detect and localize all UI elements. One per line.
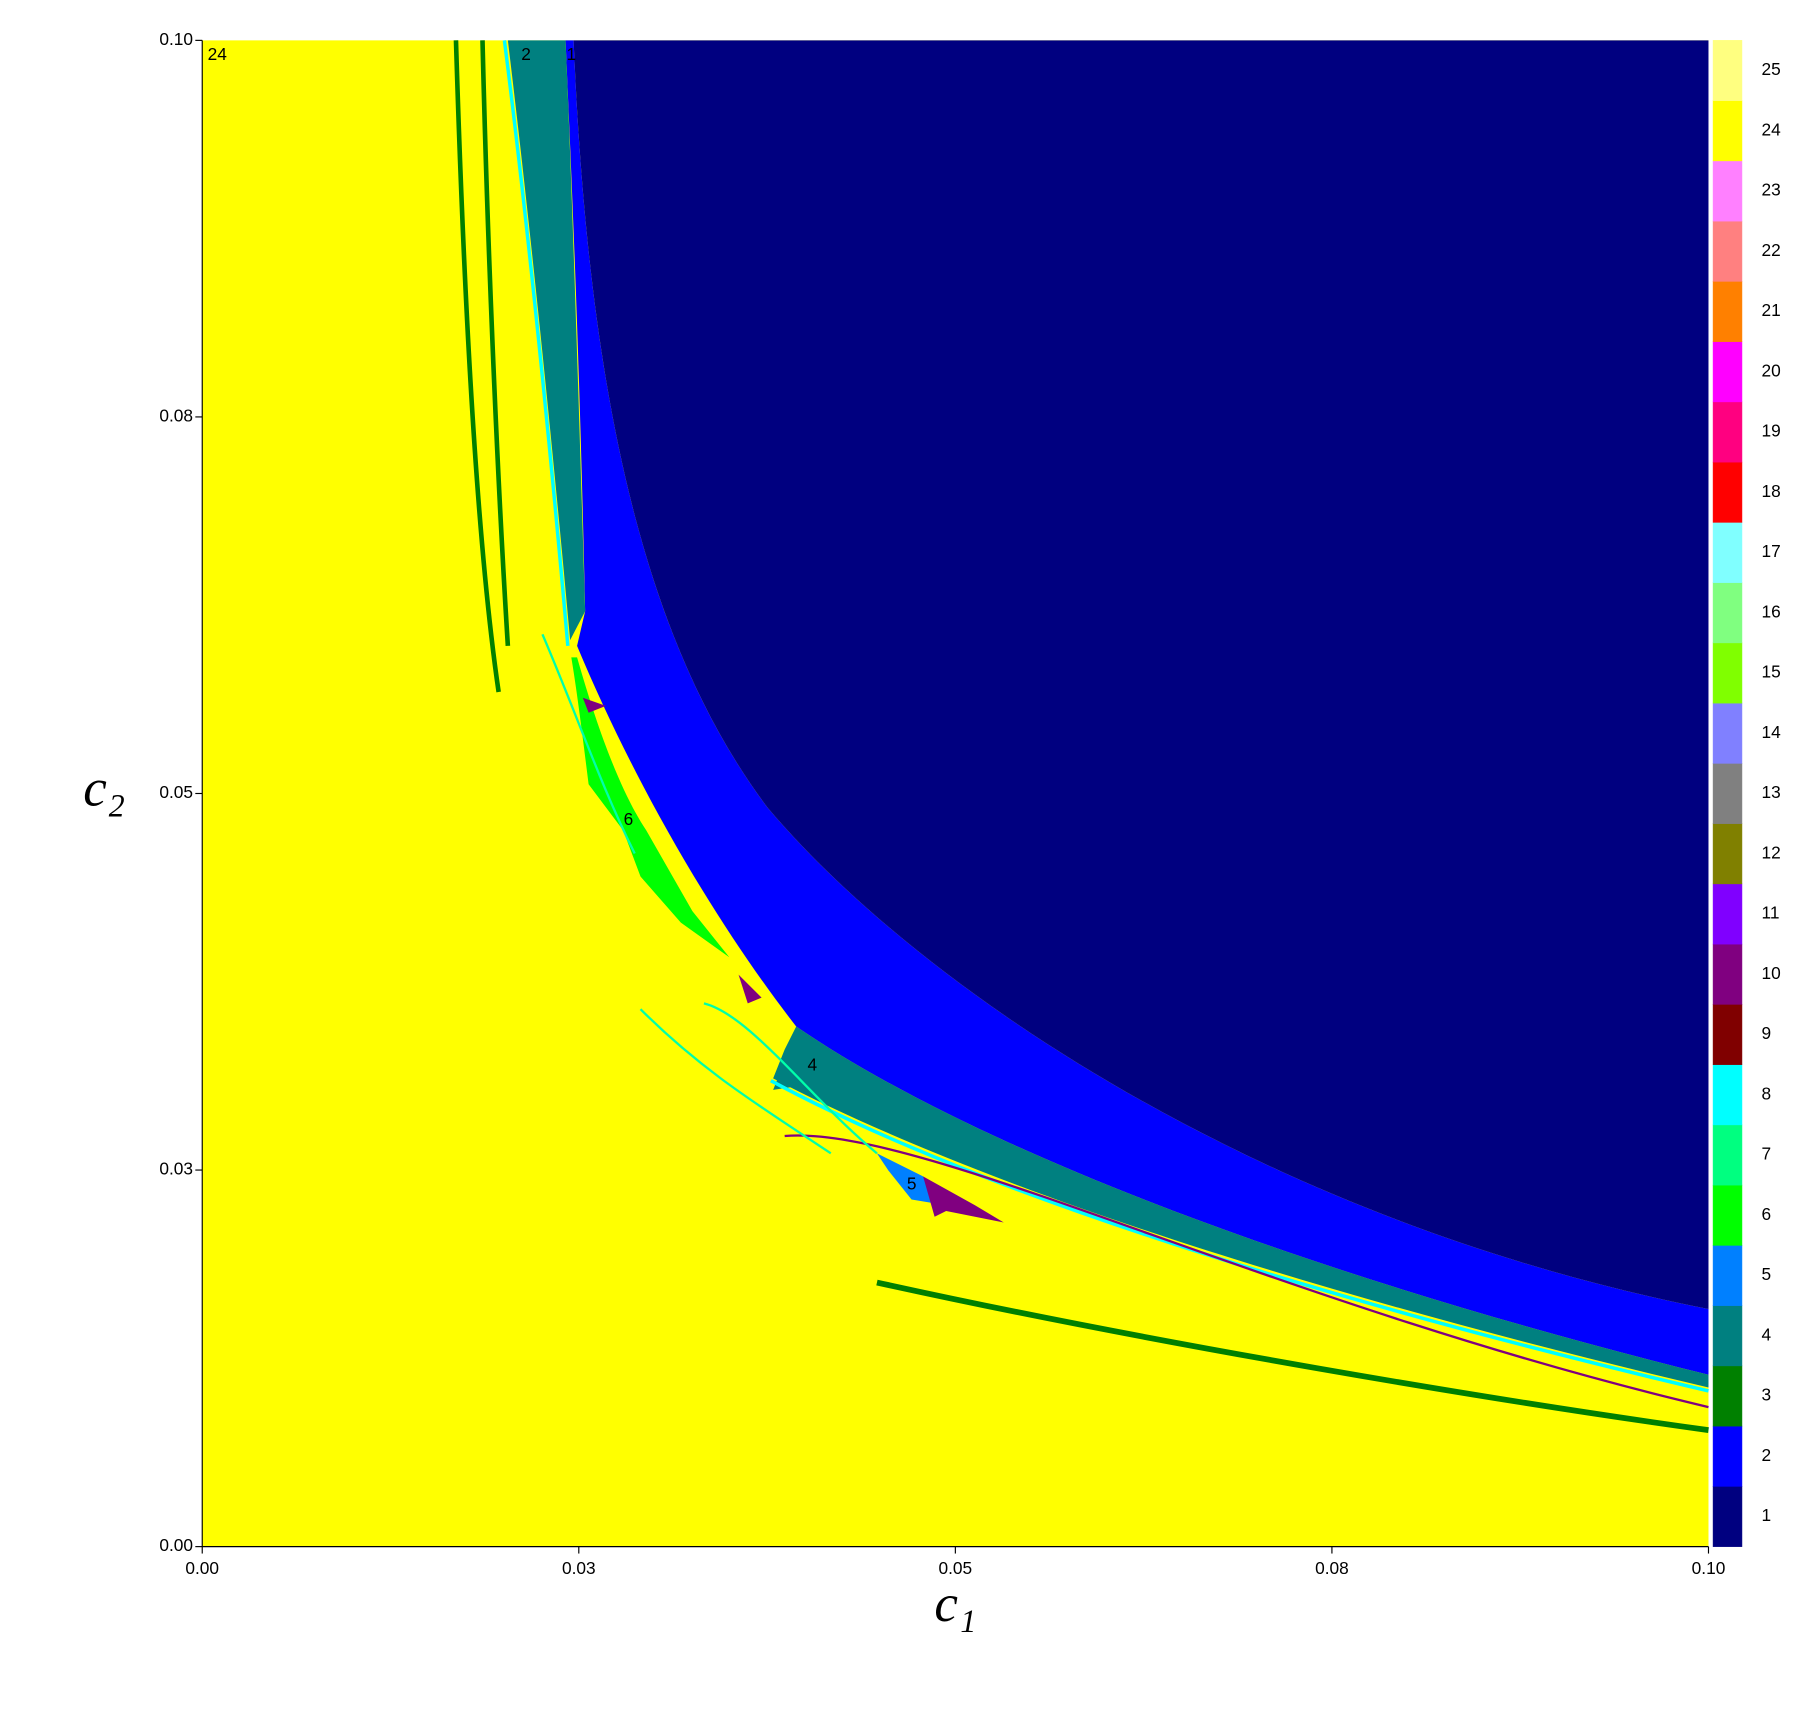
x-tick-label: 0.05 xyxy=(939,1558,973,1578)
region-label: 4 xyxy=(807,1055,817,1075)
region-label: 6 xyxy=(624,809,634,829)
colorbar-segment xyxy=(1712,401,1743,463)
colorbar-segment xyxy=(1712,1184,1743,1246)
green-lines xyxy=(453,40,511,693)
colorbar-segment xyxy=(1712,883,1743,945)
colorbar-segment xyxy=(1712,1245,1743,1306)
x-tick-label: 0.00 xyxy=(185,1558,219,1578)
cyan-edge xyxy=(502,40,1709,1393)
x-tick-label: 0.08 xyxy=(1315,1558,1349,1578)
colorbar-label: 6 xyxy=(1762,1204,1772,1224)
colorbar-label: 21 xyxy=(1762,300,1781,320)
region-label: 1 xyxy=(566,44,576,64)
colorbar-segment xyxy=(1712,1305,1743,1367)
colorbar-segment xyxy=(1712,1486,1743,1547)
colorbar-label: 24 xyxy=(1762,119,1782,139)
colorbar-label: 4 xyxy=(1762,1324,1772,1344)
region-2 xyxy=(565,40,1709,1375)
regions xyxy=(453,40,1709,1433)
colorbar-segment xyxy=(1712,281,1743,342)
colorbar-segment xyxy=(1712,1365,1743,1427)
colorbar-label: 16 xyxy=(1762,601,1781,621)
y-tick-label: 0.03 xyxy=(159,1159,193,1179)
colorbar-label: 12 xyxy=(1762,842,1781,862)
colorbar-label: 19 xyxy=(1762,421,1781,441)
y-tick-label: 0.05 xyxy=(159,782,193,802)
colorbar-segment xyxy=(1712,1425,1743,1487)
colorbar-segment xyxy=(1712,1124,1743,1186)
colorbar-segment xyxy=(1712,943,1743,1005)
region-label: 2 xyxy=(521,44,531,64)
colorbar-segment xyxy=(1712,220,1743,282)
colorbar-label: 3 xyxy=(1762,1385,1772,1405)
colorbar-segment xyxy=(1712,40,1743,101)
colorbar-label: 13 xyxy=(1762,782,1781,802)
colorbar-label: 1 xyxy=(1762,1505,1772,1525)
region-4-top xyxy=(507,40,586,641)
colorbar-label: 22 xyxy=(1762,240,1781,260)
x-tick-label: 0.10 xyxy=(1692,1558,1726,1578)
colorbar-segment xyxy=(1712,763,1743,824)
colorbar-label: 18 xyxy=(1762,481,1781,501)
green-streak xyxy=(876,1279,1709,1433)
colorbar-label: 11 xyxy=(1762,903,1780,923)
colorbar-label: 7 xyxy=(1762,1144,1772,1164)
colorbar-label: 5 xyxy=(1762,1264,1772,1284)
colorbar-label: 9 xyxy=(1762,1023,1772,1043)
colorbar-segment xyxy=(1712,702,1743,764)
colorbar-label: 14 xyxy=(1762,722,1782,742)
colorbar-segment xyxy=(1712,461,1743,523)
region-label: 24 xyxy=(208,44,228,64)
purple-streak xyxy=(784,1134,1709,1409)
y-axis-label: c₂ xyxy=(83,760,125,818)
colorbar-segment xyxy=(1712,642,1743,704)
colorbar-segment xyxy=(1712,341,1743,403)
colorbar-label: 8 xyxy=(1762,1083,1772,1103)
colorbar-segment xyxy=(1712,100,1743,162)
colorbar-segment xyxy=(1712,1004,1743,1065)
colorbar-label: 15 xyxy=(1762,662,1781,682)
x-tick-label: 0.03 xyxy=(562,1558,596,1578)
colorbar-segment xyxy=(1712,582,1743,644)
colorbar-label: 10 xyxy=(1762,963,1781,983)
colorbar-segment xyxy=(1712,1064,1743,1126)
colorbar-label: 20 xyxy=(1762,360,1781,380)
y-tick-label: 0.00 xyxy=(159,1535,193,1555)
colorbar-label: 23 xyxy=(1762,180,1781,200)
region-1 xyxy=(573,40,1709,1310)
region-label: 5 xyxy=(907,1174,917,1194)
region-4-spray xyxy=(773,1028,849,1090)
y-tick-label: 0.10 xyxy=(159,29,193,49)
y-tick-label: 0.08 xyxy=(159,405,193,425)
colorbar-segment xyxy=(1712,160,1743,222)
x-axis-label: c₁ xyxy=(934,1575,976,1633)
region-4-bottom xyxy=(773,1026,1709,1388)
colorbar-label: 25 xyxy=(1762,59,1781,79)
colorbar-label: 17 xyxy=(1762,541,1781,561)
colorbar-segment xyxy=(1712,823,1743,885)
cyan-lines xyxy=(541,633,878,1155)
colorbar-segment xyxy=(1712,522,1743,583)
colorbar-label: 2 xyxy=(1762,1445,1772,1465)
